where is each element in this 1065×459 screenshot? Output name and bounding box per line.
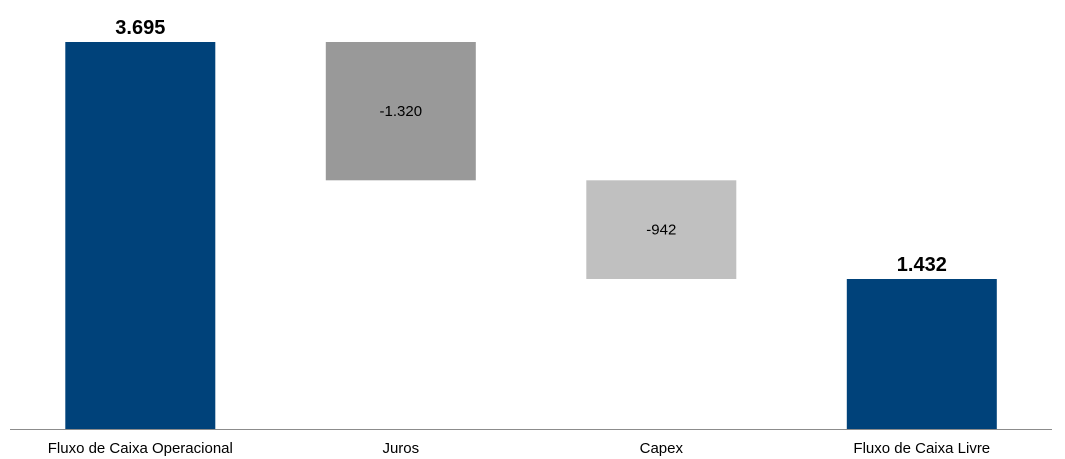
- value-labels-group: 3.695 -1.320 -942 1.432: [115, 17, 947, 276]
- value-label: 3.695: [115, 17, 165, 39]
- value-label: -942: [646, 222, 676, 239]
- bars-group: [65, 42, 997, 429]
- bar-fluxo-de-caixa-operacional: [65, 42, 216, 429]
- category-label: Fluxo de Caixa Livre: [853, 440, 990, 457]
- category-labels-group: Fluxo de Caixa Operacional Juros Capex Flux…: [48, 440, 990, 457]
- bar-fluxo-de-caixa-livre: [846, 279, 997, 429]
- value-label: 1.432: [897, 254, 947, 276]
- value-label: -1.320: [380, 103, 423, 120]
- bar-juros: [325, 42, 476, 181]
- category-label: Fluxo de Caixa Operacional: [48, 440, 233, 457]
- category-label: Juros: [382, 440, 419, 457]
- bar-capex: [586, 180, 737, 279]
- category-label: Capex: [640, 440, 684, 457]
